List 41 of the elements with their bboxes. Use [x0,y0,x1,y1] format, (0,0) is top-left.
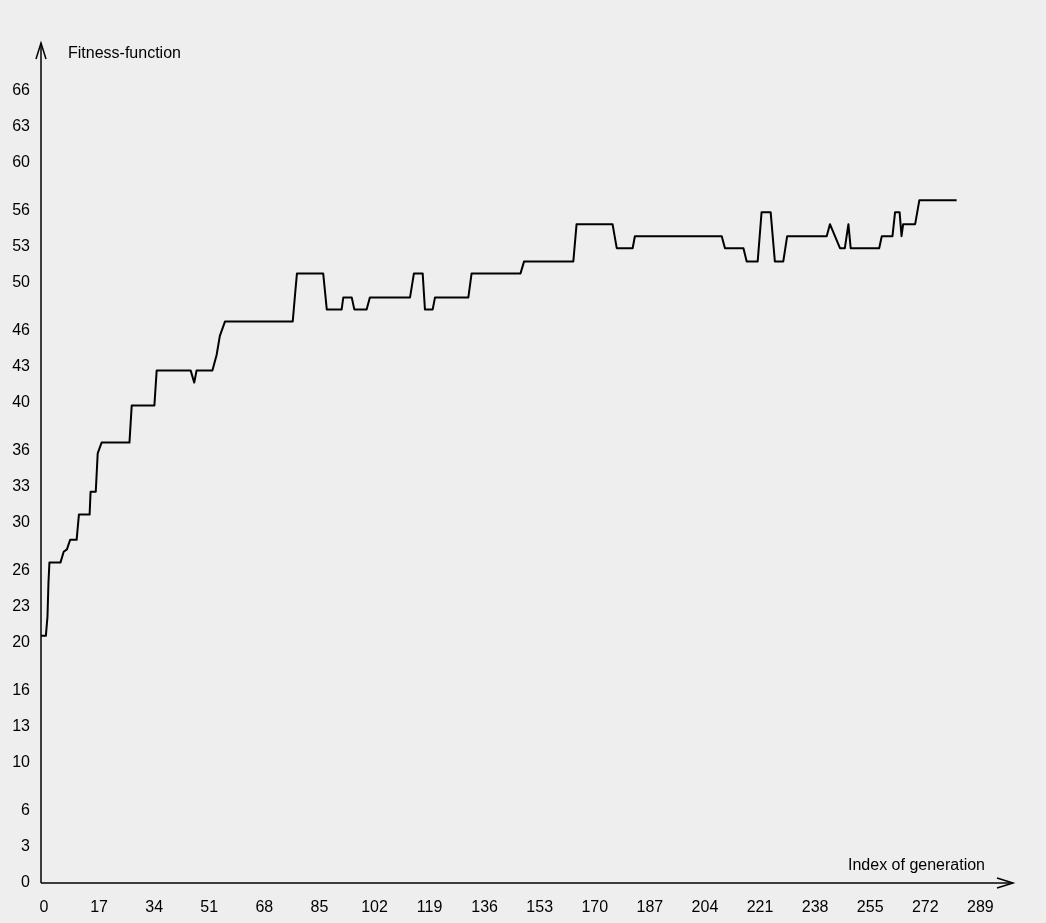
y-tick-label: 30 [12,513,31,531]
x-tick-label: 153 [526,898,554,915]
x-tick-label: 204 [691,898,719,915]
x-tick-label: 34 [145,898,164,915]
x-tick-label: 238 [801,898,829,915]
y-tick-label: 53 [12,237,31,255]
y-tick-label: 3 [21,837,31,855]
y-tick-label: 10 [12,753,31,771]
y-tick-label: 60 [12,153,31,171]
x-tick-label: 0 [39,898,49,915]
y-tick-label: 46 [12,321,31,339]
x-axis-title: Index of generation [848,856,985,873]
y-tick-label: 26 [12,561,31,579]
x-tick-label: 119 [416,898,443,915]
x-tick-label: 221 [746,898,774,915]
y-tick-label: 63 [12,117,31,135]
x-tick-label: 85 [310,898,329,915]
y-tick-label: 40 [12,393,31,411]
y-tick-label: 16 [12,681,31,699]
x-tick-label: 136 [471,898,499,915]
y-tick-label: 0 [21,873,31,891]
y-tick-label: 6 [21,801,31,819]
y-tick-label: 23 [12,597,31,615]
y-axis-title: Fitness-function [68,44,181,61]
x-tick-label: 255 [856,898,884,915]
x-tick-label: 187 [636,898,664,915]
x-tick-label: 51 [200,898,219,915]
x-tick-label: 272 [911,898,939,915]
y-tick-label: 43 [12,357,31,375]
x-tick-label: 68 [255,898,274,915]
x-tick-label: 17 [90,898,109,915]
y-tick-label: 13 [12,717,31,735]
y-tick-label: 50 [12,273,31,291]
y-tick-label: 33 [12,477,31,495]
x-tick-label: 170 [581,898,609,915]
y-tick-label: 36 [12,441,31,459]
y-tick-label: 66 [12,81,31,99]
y-tick-label: 20 [12,633,31,651]
x-tick-label: 102 [361,898,388,915]
x-tick-label: 289 [967,898,994,915]
y-tick-label: 56 [12,201,31,219]
